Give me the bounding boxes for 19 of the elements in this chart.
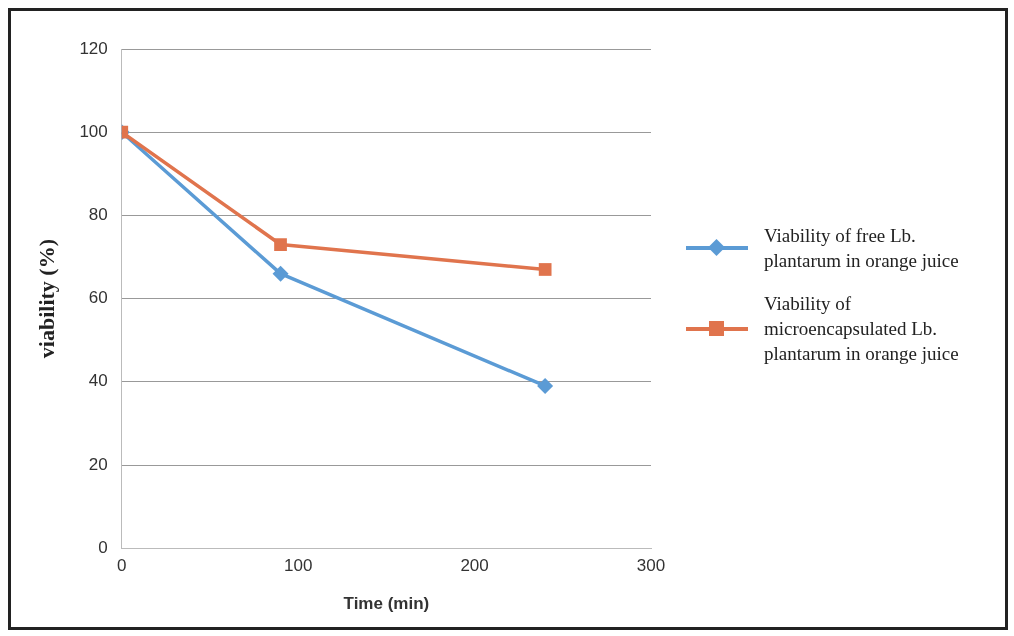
y-tick-label: 20 — [88, 454, 108, 474]
x-tick-label: 0 — [117, 556, 127, 576]
y-tick-label: 60 — [88, 288, 108, 308]
y-tick-label: 40 — [88, 371, 108, 391]
y-tick-label: 80 — [88, 205, 108, 225]
x-tick-label: 300 — [636, 556, 666, 576]
x-axis-title: Time (min) — [343, 594, 430, 614]
legend-label: Viability of microencapsulated Lb. plantarum in orange juice — [764, 292, 960, 366]
point — [272, 265, 289, 282]
y-tick-label: 0 — [98, 537, 108, 557]
y-tick-label: 120 — [79, 38, 108, 58]
point — [274, 238, 287, 251]
y-axis-title: viability (%) — [33, 239, 59, 359]
point — [537, 377, 554, 394]
x-tick-label: 200 — [460, 556, 489, 576]
x-tick-label: 100 — [283, 556, 313, 576]
y-tick-label: 100 — [79, 121, 108, 141]
point — [538, 263, 552, 276]
legend-label: Viability of free Lb. plantarum in orange juice — [764, 224, 960, 273]
